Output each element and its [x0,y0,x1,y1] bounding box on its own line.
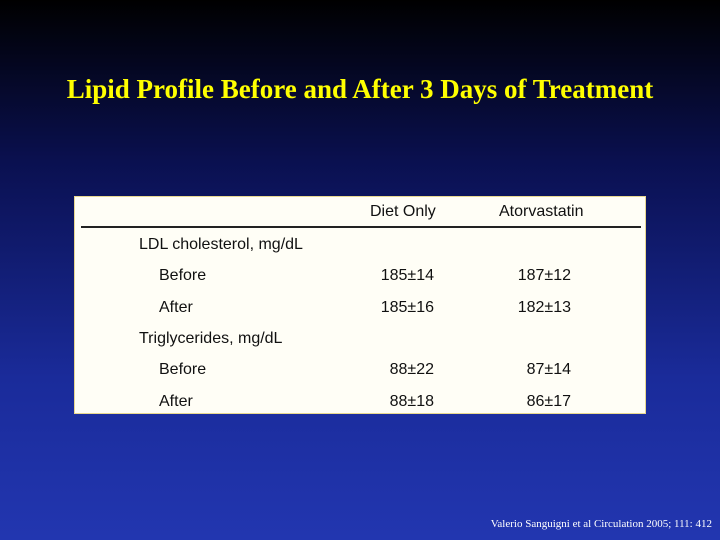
cell: 88±18 [389,392,434,410]
row-label: After [159,392,193,410]
citation: Valerio Sanguigni et al Circulation 2005… [490,518,712,530]
section-label: Triglycerides, mg/dL [139,329,283,347]
row-label: Before [159,267,207,285]
cell: 88±22 [389,361,434,379]
column-header: Diet Only [370,203,436,220]
header-rule [81,226,641,228]
cell: 187±12 [517,267,571,285]
column-header: Atorvastatin [499,203,584,220]
row-label: Before [159,361,207,379]
cell: 86±17 [526,392,571,410]
cell: 185±16 [380,298,434,316]
cell: 87±14 [526,361,571,379]
slide-title: Lipid Profile Before and After 3 Days of… [66,74,654,104]
section-label: LDL cholesterol, mg/dL [139,236,303,253]
table: Diet Only Atorvastatin LDL cholesterol, … [74,196,646,414]
cell: 185±14 [380,267,434,285]
row-label: After [159,298,193,316]
cell: 182±13 [517,298,571,316]
